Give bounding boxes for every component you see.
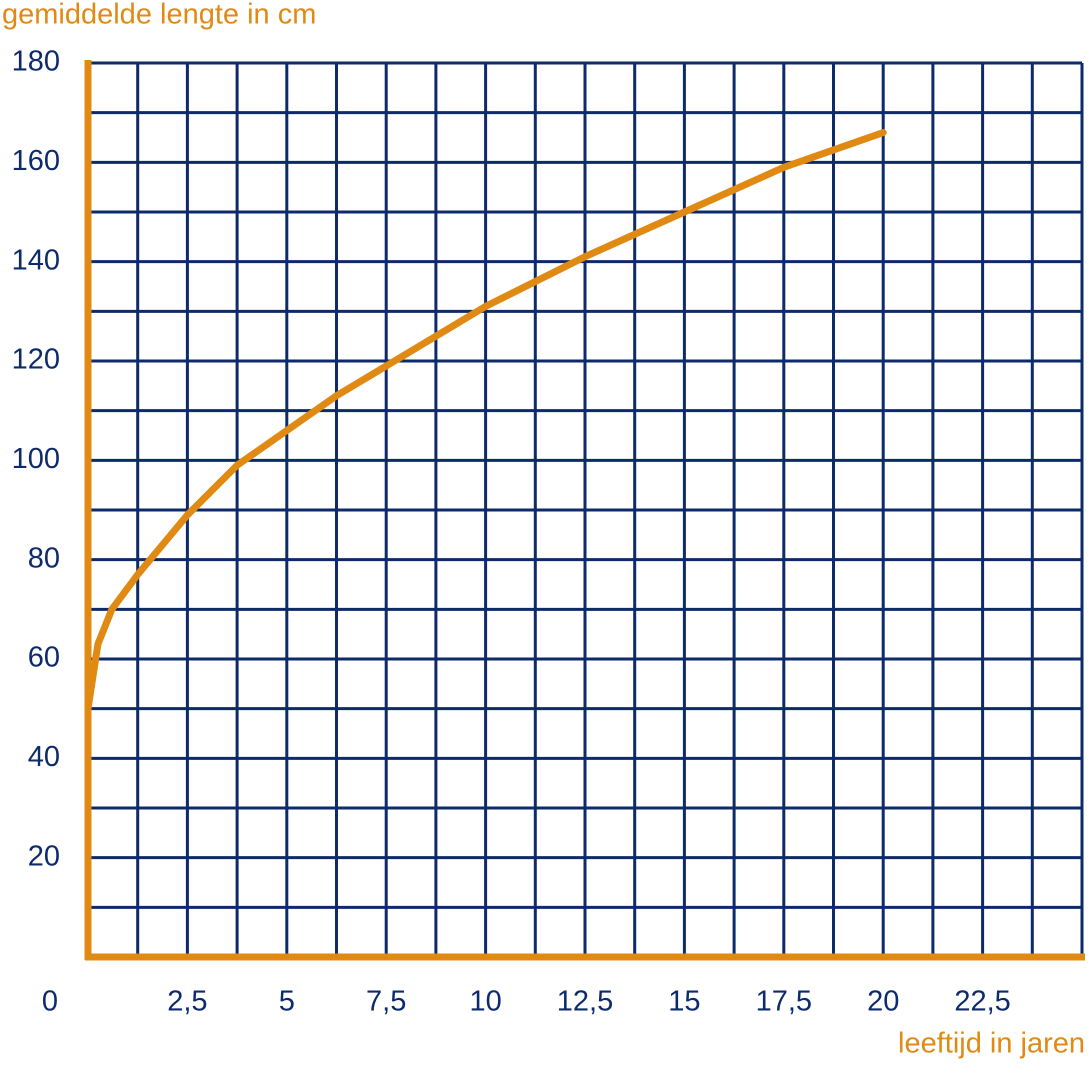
x-tick-label: 20 [867, 986, 899, 1018]
y-tick-label: 180 [12, 46, 60, 78]
x-tick-label: 17,5 [756, 986, 812, 1018]
y-tick-label: 100 [12, 443, 60, 475]
x-tick-label: 5 [279, 986, 295, 1018]
line-series [84, 129, 887, 713]
x-tick-label: 22,5 [954, 986, 1010, 1018]
x-tick-label: 0 [42, 986, 58, 1018]
y-tick-label: 120 [12, 344, 60, 376]
x-tick-label: 10 [469, 986, 501, 1018]
x-tick-label: 15 [668, 986, 700, 1018]
x-tick-label: 12,5 [557, 986, 613, 1018]
y-axis-label: gemiddelde lengte in cm [2, 0, 316, 31]
y-tick-label: 140 [12, 244, 60, 276]
y-tick-label: 20 [28, 840, 60, 872]
y-tick-label: 80 [28, 542, 60, 574]
y-tick-label: 60 [28, 642, 60, 674]
x-axis-label: leeftijd in jaren [898, 1028, 1085, 1060]
y-tick-label: 40 [28, 741, 60, 773]
y-tick-label: 160 [12, 145, 60, 177]
x-tick-label: 7,5 [366, 986, 406, 1018]
x-tick-label: 2,5 [167, 986, 207, 1018]
